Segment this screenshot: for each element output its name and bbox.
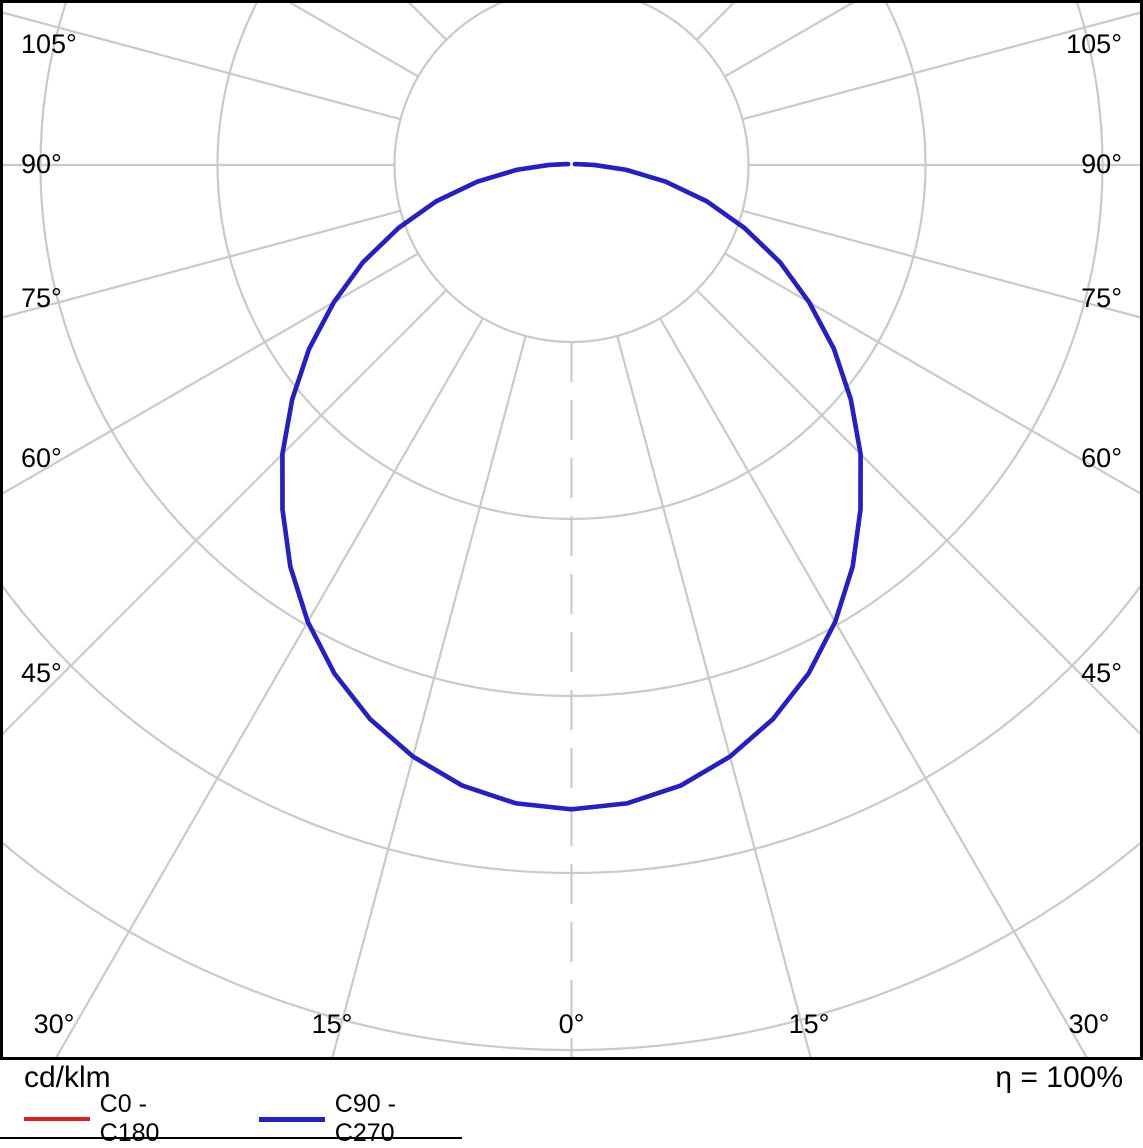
legend-label-c90-c270: C90 - C270 — [334, 1090, 396, 1147]
angle-label-left-3: 60° — [21, 443, 62, 473]
grid-radial-right-45 — [695, 289, 1140, 736]
grid-radial-left-60 — [3, 252, 419, 495]
grid-radial-left-45 — [3, 289, 448, 736]
legend-swatch-c0-c180 — [24, 1117, 90, 1121]
curve-C90-C270 — [280, 161, 863, 812]
angle-label-right-1: 90° — [1081, 149, 1122, 179]
angle-label-bottom-4: 30° — [1069, 1009, 1110, 1039]
grid-radial-left-15 — [331, 335, 527, 1057]
polar-chart-svg: 105° 105° 90° 90° 75° 75° 60° 60° 45° 45° 30° 15° 0°… — [3, 3, 1140, 1057]
angle-label-bottom-3: 15° — [789, 1009, 830, 1039]
legend-label-c0-c180: C0 - C180 — [99, 1090, 160, 1147]
angle-label-bottom-2: 0° — [559, 1009, 585, 1039]
legend-item-c90-c270: C90 - C270 — [259, 1090, 462, 1148]
grid-radial-right-105 — [742, 11, 1140, 121]
grid-radial-right-30 — [659, 317, 1088, 1057]
legend-swatch-c90-c270 — [259, 1116, 325, 1122]
angle-label-left-2: 75° — [21, 283, 62, 313]
grid-ring-100 — [393, 3, 750, 344]
chart-footer: cd/klm η = 100% C0 - C180 C90 - C270 — [0, 1060, 1143, 1147]
grid-radial-right-15 — [616, 335, 812, 1057]
grid-radial-right-75 — [742, 209, 1140, 319]
angle-label-bottom-0: 30° — [34, 1009, 75, 1039]
footer-top-row: cd/klm η = 100% — [0, 1060, 1143, 1095]
efficiency-value: η = 100% — [995, 1061, 1123, 1094]
angle-label-bottom-1: 15° — [312, 1009, 353, 1039]
angle-labels: 105° 105° 90° 90° 75° 75° 60° 60° 45° 45° 30° 15° 0°… — [21, 29, 1122, 1039]
unit-label: cd/klm — [24, 1061, 111, 1094]
angle-label-right-4: 45° — [1081, 658, 1122, 688]
angle-label-right-3: 60° — [1081, 443, 1122, 473]
angle-label-right-2: 75° — [1081, 283, 1122, 313]
polar-grid — [3, 3, 1140, 1057]
polar-plot-area: 105° 105° 90° 90° 75° 75° 60° 60° 45° 45° 30° 15° 0°… — [0, 0, 1143, 1060]
grid-radial-left-75 — [3, 209, 401, 319]
legend: C0 - C180 C90 - C270 — [0, 1090, 462, 1147]
grid-radial-left-30 — [55, 317, 484, 1057]
grid-ring-200 — [216, 3, 927, 520]
grid-radial-right-60 — [724, 252, 1140, 495]
angle-label-left-0: 105° — [21, 29, 77, 59]
grid-radial-left-105 — [3, 11, 401, 121]
legend-item-c0-c180: C0 - C180 — [24, 1090, 213, 1148]
angle-label-left-1: 90° — [21, 149, 62, 179]
angle-label-right-0: 105° — [1066, 29, 1122, 59]
angle-label-left-4: 45° — [21, 658, 62, 688]
